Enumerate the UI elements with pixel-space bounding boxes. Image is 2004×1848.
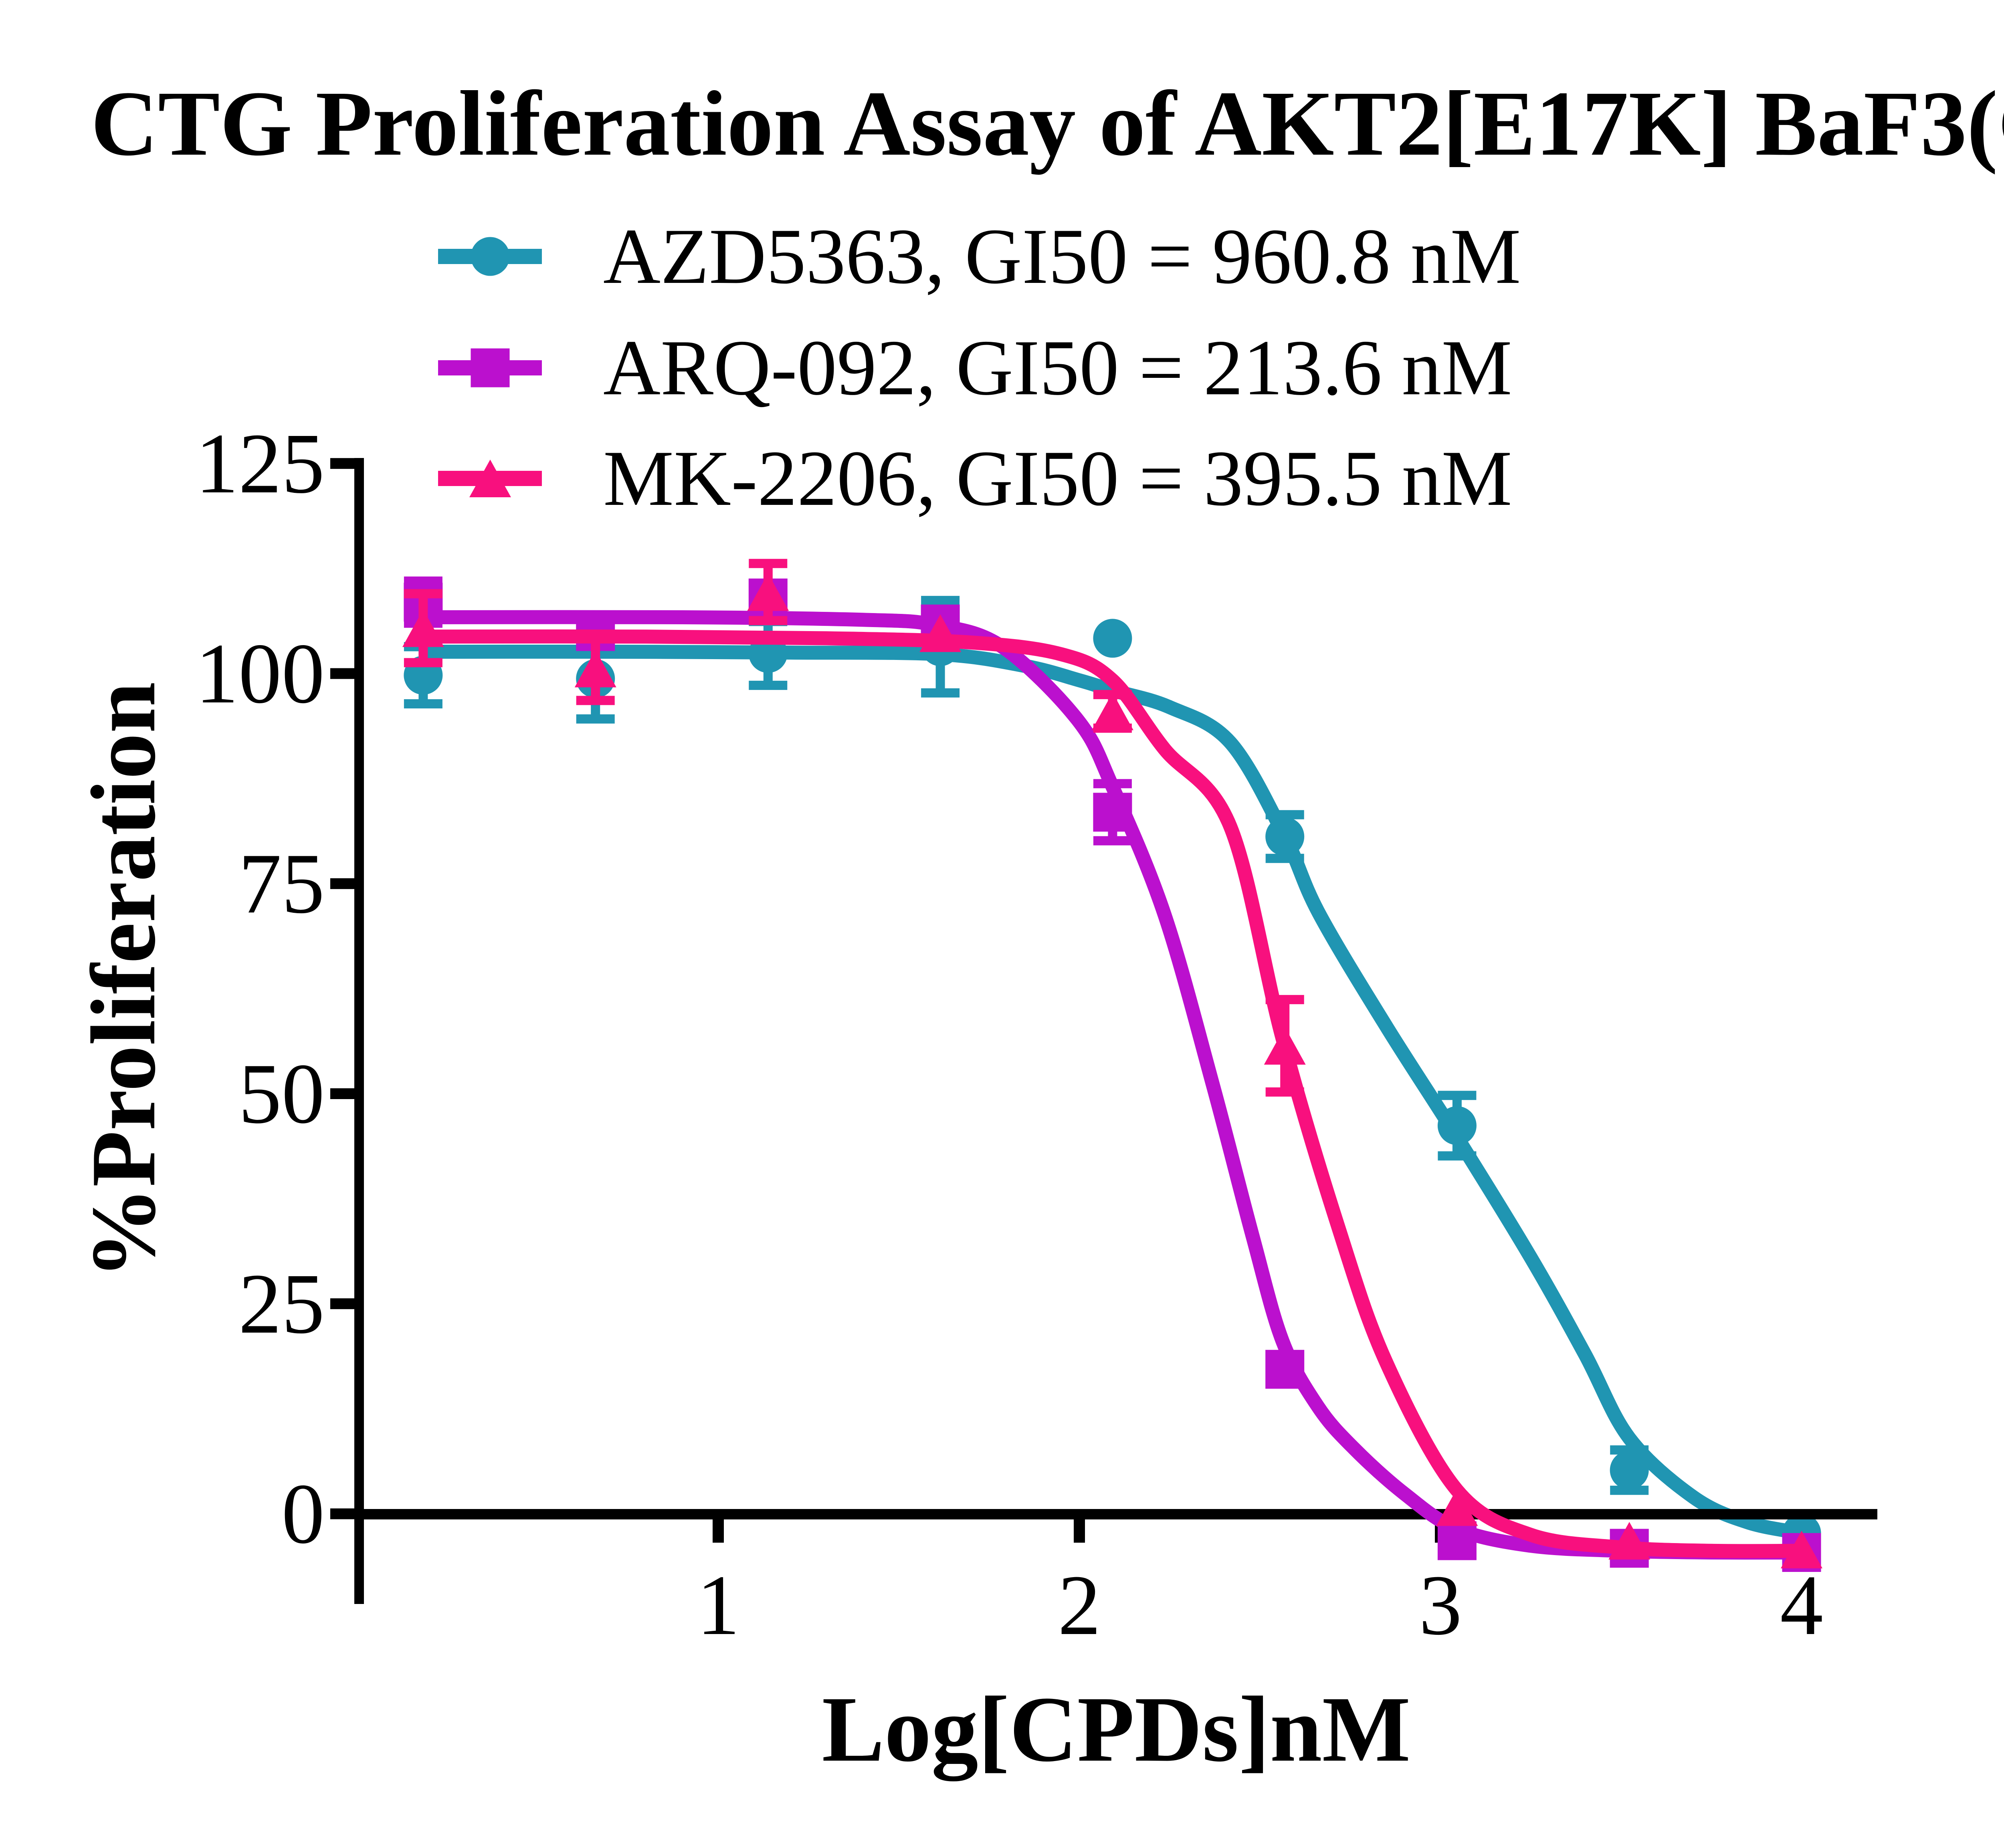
svg-text:3: 3	[1419, 1557, 1462, 1653]
svg-text:125: 125	[196, 416, 325, 511]
svg-text:4: 4	[1780, 1557, 1823, 1653]
svg-text:ARQ-092, GI50 = 213.6 nM: ARQ-092, GI50 = 213.6 nM	[603, 324, 1512, 412]
svg-text:AZD5363, GI50 = 960.8 nM: AZD5363, GI50 = 960.8 nM	[603, 212, 1521, 300]
svg-text:0: 0	[282, 1466, 325, 1562]
svg-text:100: 100	[196, 625, 325, 721]
svg-text:25: 25	[238, 1256, 325, 1352]
svg-text:%Proliferation: %Proliferation	[72, 682, 174, 1279]
svg-text:CTG Proliferation Assay of AKT: CTG Proliferation Assay of AKT2[E17K] Ba…	[91, 72, 2004, 175]
svg-text:50: 50	[238, 1046, 325, 1142]
svg-text:2: 2	[1058, 1557, 1101, 1653]
svg-text:MK-2206, GI50 = 395.5 nM: MK-2206, GI50 = 395.5 nM	[603, 434, 1512, 522]
svg-text:75: 75	[238, 835, 325, 931]
svg-text:Log[CPDs]nM: Log[CPDs]nM	[822, 1677, 1411, 1781]
svg-text:1: 1	[697, 1557, 740, 1653]
